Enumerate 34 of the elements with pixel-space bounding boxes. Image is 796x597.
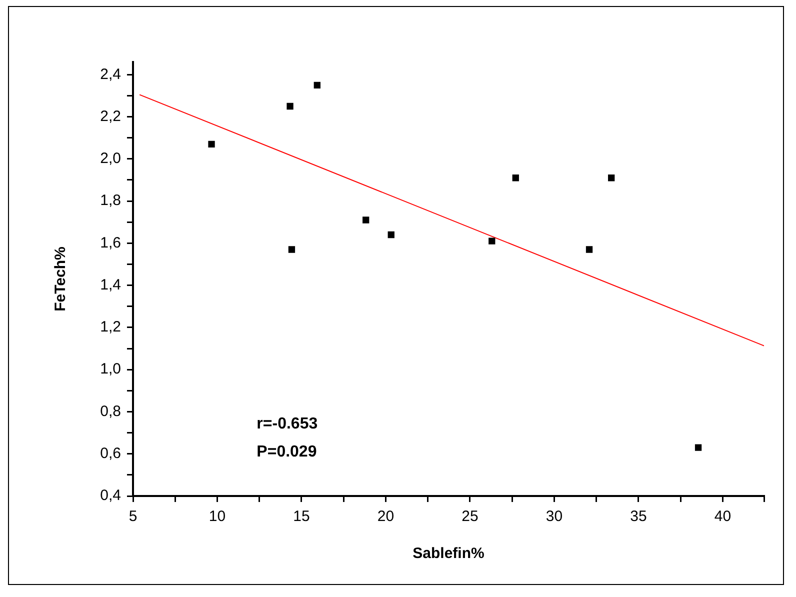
x-tick-label: 5: [128, 508, 138, 526]
point: [586, 246, 593, 253]
x-tick-label: 20: [377, 508, 394, 526]
point: [388, 231, 394, 238]
point: [314, 82, 320, 89]
x-axis-title: Sablefin%: [412, 545, 484, 562]
y-tick-label: 1,6: [100, 234, 121, 252]
x-tick-label: 25: [462, 508, 478, 526]
point: [362, 216, 370, 224]
y-tick-label: 2,2: [100, 108, 121, 125]
y-tick-label: 2,4: [100, 66, 121, 83]
annotation: P=0.029: [256, 443, 317, 460]
point: [488, 238, 496, 244]
y-tick-label: 0,4: [100, 487, 121, 504]
y-tick-label: 1,2: [100, 318, 121, 336]
x-tick-label: 40: [714, 508, 732, 526]
point: [286, 102, 294, 110]
y-tick-label: 2,0: [100, 150, 121, 168]
y-axis-title: FeTech%: [52, 246, 70, 312]
point: [288, 246, 296, 253]
x-tick-label: 10: [208, 508, 226, 526]
y-tick-label: 1,8: [100, 192, 121, 210]
x-tick-label: 35: [630, 508, 647, 526]
y-tick-label: 1,4: [100, 276, 121, 294]
point: [512, 174, 519, 182]
point: [608, 174, 615, 182]
y-tick-label: 0,8: [100, 402, 121, 420]
x-tick-label: 30: [546, 508, 563, 526]
point: [208, 140, 215, 148]
y-tick-label: 1,0: [100, 360, 121, 378]
point: [694, 444, 702, 451]
x-tick-label: 15: [293, 508, 310, 526]
annotation: r=-0.653: [256, 415, 318, 432]
y-tick-label: 0,6: [100, 445, 121, 462]
